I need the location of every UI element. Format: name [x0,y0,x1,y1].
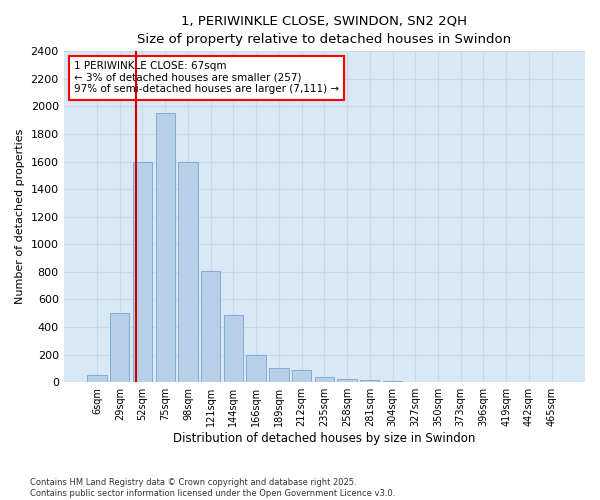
X-axis label: Distribution of detached houses by size in Swindon: Distribution of detached houses by size … [173,432,476,445]
Bar [269,368,289,382]
Text: 1 PERIWINKLE CLOSE: 67sqm
← 3% of detached houses are smaller (257)
97% of semi-: 1 PERIWINKLE CLOSE: 67sqm ← 3% of detach… [74,62,339,94]
Title: 1, PERIWINKLE CLOSE, SWINDON, SN2 2QH
Size of property relative to detached hous: 1, PERIWINKLE CLOSE, SWINDON, SN2 2QH Si… [137,15,511,46]
Bar [337,380,357,382]
Text: Contains HM Land Registry data © Crown copyright and database right 2025.
Contai: Contains HM Land Registry data © Crown c… [30,478,395,498]
Bar [247,354,266,382]
Bar [201,270,220,382]
Bar [155,114,175,382]
Bar [383,381,402,382]
Bar [110,314,130,382]
Y-axis label: Number of detached properties: Number of detached properties [15,129,25,304]
Bar [224,314,243,382]
Bar [133,162,152,382]
Bar [88,376,107,382]
Bar [360,380,379,382]
Bar [292,370,311,382]
Bar [178,162,197,382]
Bar [314,378,334,382]
